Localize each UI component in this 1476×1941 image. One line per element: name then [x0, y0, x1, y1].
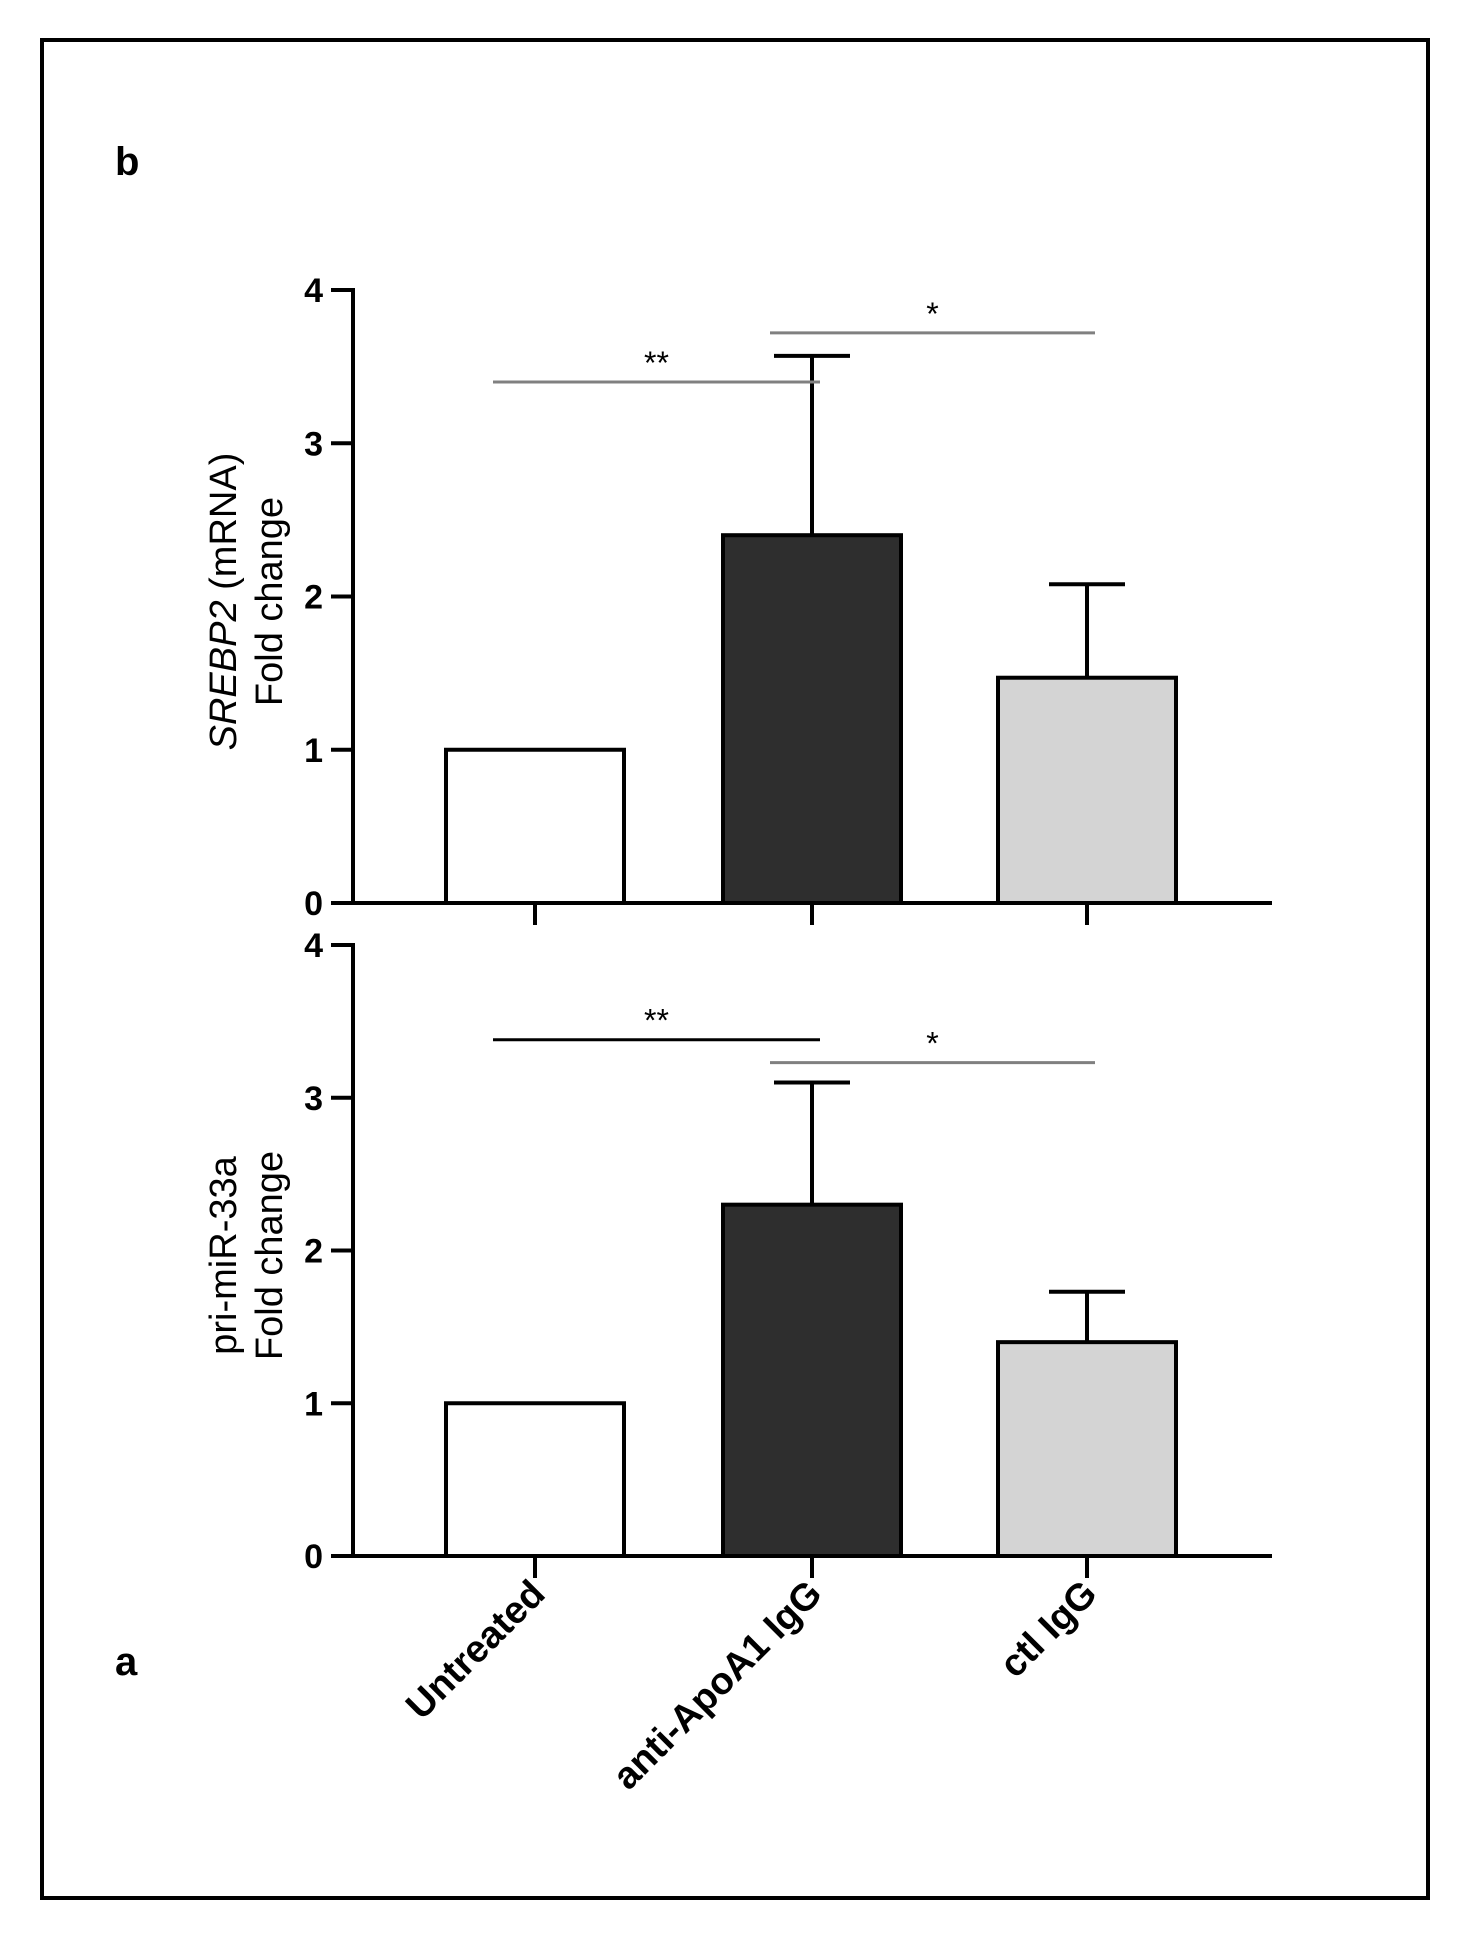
- bar-untreated: [444, 747, 626, 905]
- y-tick-label: 2: [304, 579, 323, 617]
- y-axis-title-line2: Fold change: [249, 1151, 291, 1360]
- bar-untreated: [444, 1401, 626, 1558]
- bar-anti-apoa1-igg: [721, 533, 903, 905]
- y-axis-title-line1: SREBP2 (mRNA): [203, 453, 245, 751]
- significance-label: *: [926, 296, 938, 332]
- figure-frame: [40, 38, 1430, 1900]
- bar-ctl-igg: [996, 675, 1178, 905]
- significance-label: **: [644, 1003, 669, 1039]
- x-tick-label: anti-ApoA1 IgG: [605, 1573, 830, 1798]
- category-labels: Untreated anti-ApoA1 IgG ctl IgG: [398, 1573, 1105, 1798]
- y-tick-label: 0: [304, 885, 323, 923]
- bar-ctl-igg: [996, 1340, 1178, 1559]
- y-tick-label: 4: [304, 927, 323, 965]
- y-tick-label: 3: [304, 1080, 323, 1118]
- y-axis-title-line2: Fold change: [249, 497, 291, 706]
- y-tick-label: 0: [304, 1538, 323, 1576]
- x-tick-label: Untreated: [398, 1573, 553, 1728]
- y-tick-label: 1: [304, 1385, 323, 1423]
- panel-label-b: b: [115, 140, 139, 184]
- y-tick-label: 1: [304, 732, 323, 770]
- x-tick-label: ctl IgG: [992, 1573, 1105, 1686]
- y-axis-title-line1: pri-miR-33a: [203, 1155, 245, 1354]
- y-tick-label: 2: [304, 1233, 323, 1271]
- significance-label: *: [926, 1026, 938, 1062]
- y-tick-label: 4: [304, 272, 323, 310]
- panel-label-a: a: [115, 1640, 138, 1684]
- bar-anti-apoa1-igg: [721, 1202, 903, 1559]
- significance-label: **: [644, 345, 669, 381]
- y-tick-label: 3: [304, 425, 323, 463]
